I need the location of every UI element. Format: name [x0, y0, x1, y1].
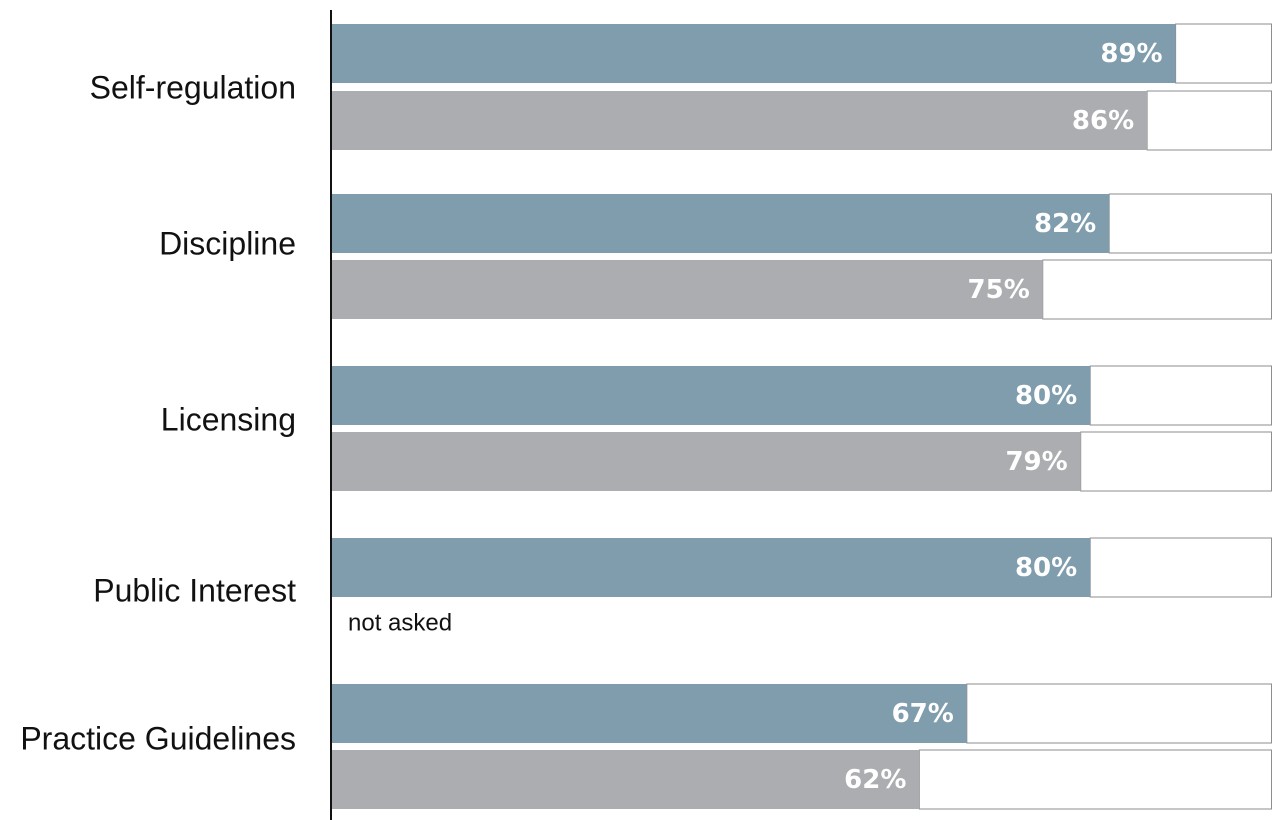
- value-label-practice-guidelines-2: 62%: [844, 765, 906, 795]
- category-label-licensing: Licensing: [161, 401, 296, 437]
- bar-licensing-1: [331, 366, 1091, 425]
- value-label-licensing-1: 80%: [1015, 381, 1077, 411]
- value-label-discipline-1: 82%: [1034, 209, 1096, 239]
- bar-self-regulation-2: [331, 91, 1148, 150]
- bar-self-regulation-1: [331, 24, 1176, 83]
- bar-track-licensing-2: [1080, 431, 1272, 492]
- bar-practice-guidelines-1: [331, 684, 967, 743]
- bar-discipline-2: [331, 260, 1043, 319]
- value-label-public-interest-1: 80%: [1015, 553, 1077, 583]
- value-label-self-regulation-1: 89%: [1100, 39, 1162, 69]
- annotation-not-asked: not asked: [348, 609, 452, 636]
- bar-track-discipline-1: [1108, 193, 1272, 254]
- category-label-public-interest: Public Interest: [93, 572, 296, 608]
- bar-track-self-regulation-1: [1175, 23, 1272, 84]
- bar-track-licensing-1: [1089, 365, 1272, 426]
- category-label-practice-guidelines: Practice Guidelines: [20, 720, 296, 756]
- bar-public-interest-1: [331, 538, 1091, 597]
- bar-track-discipline-2: [1042, 259, 1272, 320]
- value-label-licensing-2: 79%: [1005, 447, 1067, 477]
- value-label-practice-guidelines-1: 67%: [892, 699, 954, 729]
- bar-discipline-1: [331, 194, 1110, 253]
- bar-track-self-regulation-2: [1146, 90, 1272, 151]
- bar-licensing-2: [331, 432, 1081, 491]
- category-label-self-regulation: Self-regulation: [90, 69, 296, 105]
- category-label-discipline: Discipline: [159, 225, 296, 261]
- bar-track-practice-guidelines-1: [966, 683, 1272, 744]
- bar-track-public-interest-1: [1089, 537, 1272, 598]
- bar-practice-guidelines-2: [331, 750, 920, 809]
- bar-track-practice-guidelines-2: [918, 749, 1272, 810]
- value-label-self-regulation-2: 86%: [1072, 106, 1134, 136]
- value-label-discipline-2: 75%: [968, 275, 1030, 305]
